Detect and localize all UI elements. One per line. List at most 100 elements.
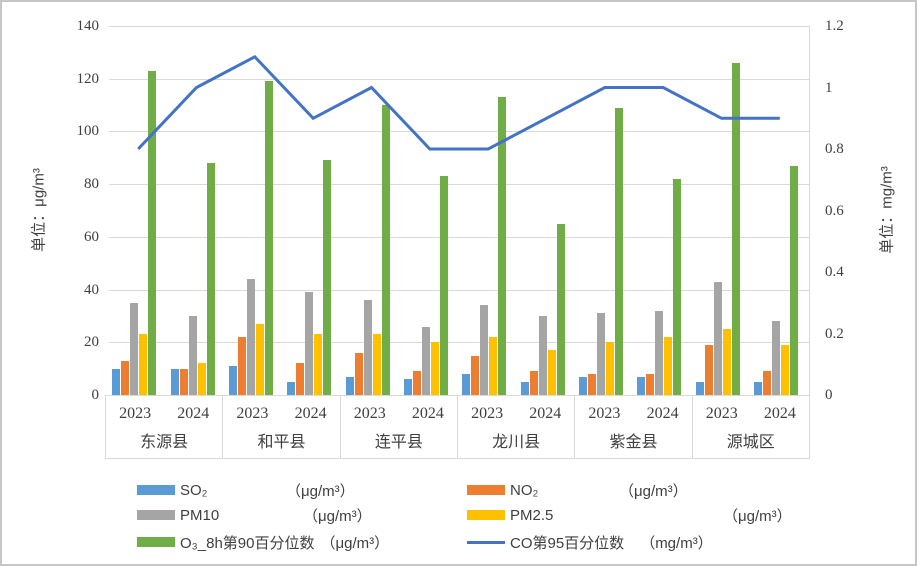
legend-unit-pm25: （μg/m³）: [723, 507, 792, 525]
co-line: [137, 54, 780, 151]
year-label: 2023: [119, 405, 152, 422]
district-cell: 2023 2024 紫金县: [574, 396, 691, 458]
right-tick-label: 0: [825, 387, 833, 403]
bar-pm10-2023: [713, 281, 722, 395]
legend-unit-o3: （μg/m³）: [320, 534, 390, 552]
bar-no2-2024: [179, 368, 188, 395]
bar-o3-2023: [498, 97, 507, 395]
right-axis-title: 单位：mg/m³: [878, 166, 896, 254]
bar-pm25-2023: [605, 342, 614, 395]
bar-so2-2023: [112, 368, 121, 395]
bar-so2-2024: [170, 368, 179, 395]
bar-o3-2023: [148, 70, 157, 395]
bar-pm25-2024: [780, 344, 789, 395]
bar-o3-2023: [381, 105, 390, 395]
legend-name-pm10: PM10: [180, 506, 220, 524]
gridline: [109, 78, 809, 80]
bar-o3-2024: [439, 176, 448, 395]
district-cell: 2023 2024 龙川县: [456, 396, 574, 458]
bar-o3-2024: [673, 178, 682, 395]
legend-name-so2: SO₂: [180, 481, 208, 499]
bar-so2-2023: [228, 366, 237, 395]
legend-name-co: CO第95百分位数: [510, 534, 625, 552]
x-axis-table: 2023 2024 东源县 2023 2024 和平县 2023 2024 连平县 2023 202…: [105, 395, 810, 459]
year-label: 2024: [763, 405, 796, 422]
legend-unit-co: （mg/m³）: [640, 534, 713, 552]
gridline: [109, 236, 809, 238]
bar-pm10-2024: [538, 315, 547, 395]
year-row: 2023 2024: [223, 396, 339, 429]
legend-item-o3: O₃_8h第90百分位数 （μg/m³）: [137, 534, 390, 552]
bar-no2-2023: [237, 337, 246, 395]
right-tick-label: 0.2: [825, 325, 844, 342]
district-label: 源城区: [726, 434, 775, 451]
bar-pm25-2023: [722, 329, 731, 395]
bar-o3-2024: [323, 160, 332, 395]
district-cell: 2023 2024 连平县: [339, 396, 457, 458]
year-label: 2024: [646, 405, 679, 422]
legend-unit-no2: （μg/m³）: [619, 482, 688, 500]
legend-item-pm10: PM10 （μg/m³）: [137, 506, 372, 525]
legend-swatch-pm10: [137, 510, 175, 520]
bar-no2-2024: [646, 373, 655, 395]
bar-pm25-2024: [430, 342, 439, 395]
legend-item-pm25: PM2.5 （μg/m³）: [467, 507, 792, 525]
legend-swatch-co: [467, 540, 505, 544]
bar-no2-2023: [587, 373, 596, 395]
left-tick-label: 140: [76, 18, 100, 34]
legend-swatch-pm25: [467, 510, 505, 520]
bar-pm25-2024: [547, 350, 556, 395]
bar-pm25-2023: [372, 334, 381, 395]
year-label: 2024: [294, 405, 327, 422]
year-row: 2023 2024: [458, 396, 574, 429]
right-tick-label: 0.8: [825, 141, 844, 157]
year-row: 2023 2024: [341, 396, 457, 429]
district-label: 和平县: [257, 434, 306, 451]
bar-no2-2024: [529, 371, 538, 395]
bar-so2-2024: [287, 381, 296, 395]
bar-pm10-2023: [480, 305, 489, 395]
bar-no2-2023: [121, 360, 130, 395]
gridline: [109, 184, 809, 186]
plot-area: [109, 26, 810, 396]
year-label: 2023: [353, 405, 386, 422]
district-label: 紫金县: [609, 434, 658, 451]
bar-o3-2023: [264, 81, 273, 395]
year-label: 2024: [529, 405, 562, 422]
bar-so2-2024: [637, 376, 646, 395]
bar-pm10-2024: [655, 310, 664, 395]
bar-pm10-2023: [363, 300, 372, 395]
year-row: 2023 2024: [693, 396, 809, 429]
bar-so2-2023: [345, 376, 354, 395]
legend-swatch-no2: [467, 485, 505, 495]
bar-no2-2023: [354, 352, 363, 395]
gridline: [109, 26, 809, 27]
gridline: [109, 342, 809, 344]
legend-item-co: CO第95百分位数 （mg/m³）: [467, 534, 713, 552]
bar-so2-2024: [753, 381, 762, 395]
gridline: [109, 289, 809, 291]
left-tick-label: 100: [76, 123, 100, 140]
bar-so2-2023: [578, 376, 587, 395]
district-cell: 2023 2024 和平县: [222, 396, 339, 458]
bar-o3-2023: [614, 107, 623, 395]
bar-so2-2024: [520, 381, 529, 395]
bar-pm25-2024: [197, 363, 206, 395]
legend-item-no2: NO₂ （μg/m³）: [467, 482, 688, 500]
bar-no2-2024: [296, 363, 305, 395]
bar-pm10-2024: [771, 321, 780, 395]
bar-o3-2024: [206, 163, 215, 395]
year-label: 2024: [411, 405, 444, 422]
gridline: [109, 131, 809, 133]
bar-so2-2024: [403, 379, 412, 395]
bar-no2-2024: [762, 371, 771, 395]
bar-o3-2023: [731, 62, 740, 395]
right-tick-label: 0.4: [825, 264, 844, 280]
legend-name-o3: O₃_8h第90百分位数: [180, 534, 315, 552]
bar-pm10-2024: [421, 326, 430, 395]
bar-o3-2024: [789, 165, 798, 395]
left-tick-label: 60: [84, 228, 99, 245]
legend-swatch-so2: [137, 485, 175, 495]
bar-pm10-2023: [130, 302, 139, 396]
